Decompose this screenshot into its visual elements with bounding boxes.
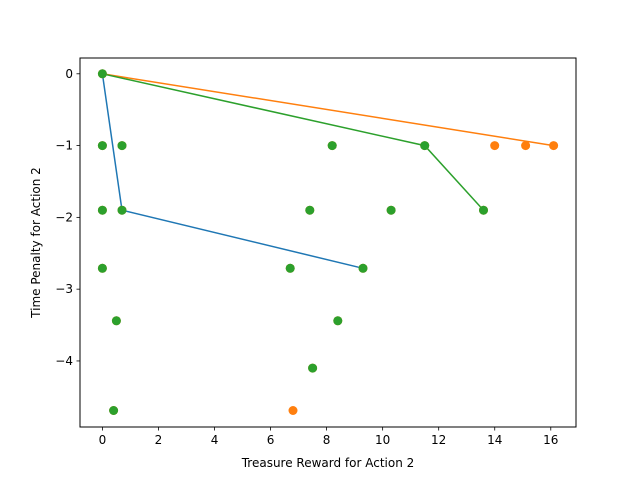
green-series-point <box>117 205 127 215</box>
y-tick-label: −1 <box>55 139 73 153</box>
green-series-point <box>97 263 107 273</box>
orange-series-point <box>288 406 298 415</box>
y-axis-ticks: 0 −1 −2 −3 −4 <box>55 67 80 368</box>
orange-series-point <box>521 141 531 151</box>
y-tick-label: −3 <box>55 282 73 296</box>
plot-frame <box>79 57 577 428</box>
x-tick-label: 14 <box>487 433 502 447</box>
green-series-point <box>97 141 107 151</box>
green-series-point <box>97 205 107 215</box>
orange-series-point <box>549 141 559 151</box>
y-tick-label: 0 <box>65 67 73 81</box>
green-series-point <box>111 316 121 326</box>
y-tick-label: −2 <box>55 210 73 224</box>
green-series-point <box>308 363 318 373</box>
orange-series-point <box>490 141 500 151</box>
x-tick-label: 16 <box>543 433 558 447</box>
green-series-point <box>97 69 107 79</box>
green-series-point <box>386 205 396 215</box>
green-series-point <box>285 263 295 273</box>
green-series-point <box>109 406 119 415</box>
green-series-point <box>117 141 127 151</box>
y-tick-label: −4 <box>55 354 73 368</box>
orange-series-line <box>102 73 554 147</box>
green-series-point <box>479 205 488 215</box>
x-tick-label: 8 <box>323 433 331 447</box>
x-tick-label: 0 <box>99 433 107 447</box>
x-axis-ticks: 0 2 4 6 8 10 12 14 16 <box>99 427 558 447</box>
x-tick-label: 4 <box>211 433 219 447</box>
green-series-point <box>333 316 343 326</box>
green-series-point <box>420 141 430 151</box>
x-tick-label: 12 <box>431 433 446 447</box>
y-axis-label: Time Penalty for Action 2 <box>29 167 43 319</box>
green-series-point <box>327 141 337 151</box>
x-tick-label: 2 <box>155 433 163 447</box>
x-axis-label: Treasure Reward for Action 2 <box>241 456 415 470</box>
green-series-point <box>358 263 368 273</box>
x-tick-label: 10 <box>375 433 390 447</box>
plot-area <box>80 58 576 427</box>
green-series-point <box>305 205 315 215</box>
series-layer <box>97 69 559 415</box>
x-tick-label: 6 <box>267 433 275 447</box>
